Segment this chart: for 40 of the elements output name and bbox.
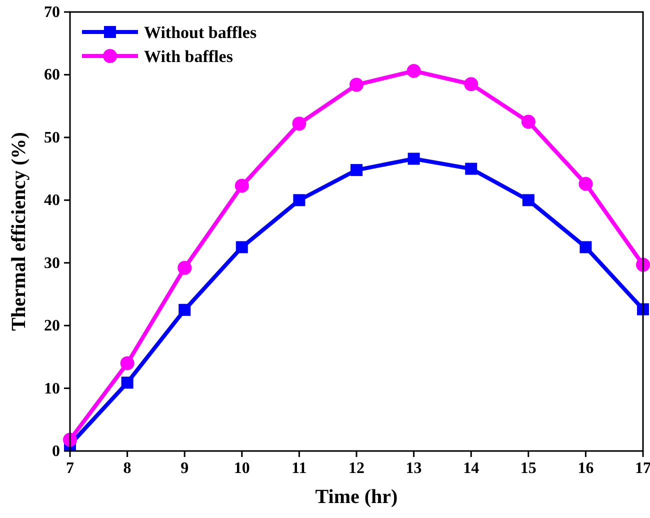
x-tick-label: 16 [578, 460, 594, 477]
legend-label: Without baffles [144, 23, 257, 42]
y-axis-title: Thermal efficiency (%) [8, 132, 30, 331]
point [350, 164, 362, 176]
point [464, 77, 478, 92]
y-tick-label: 0 [52, 443, 60, 460]
point [521, 114, 536, 129]
point [236, 241, 248, 254]
x-tick-label: 7 [66, 460, 74, 477]
point [234, 178, 249, 193]
y-tick-label: 10 [44, 380, 60, 398]
y-tick-label: 40 [44, 192, 60, 210]
point [408, 152, 420, 165]
y-tick-label: 50 [44, 129, 60, 146]
x-tick-label: 14 [463, 460, 480, 477]
point [121, 376, 134, 389]
point [578, 176, 593, 191]
x-tick-label: 13 [406, 460, 422, 477]
point [120, 356, 134, 370]
x-tick-label: 9 [180, 460, 189, 477]
point [406, 64, 421, 78]
point [465, 162, 478, 175]
point [580, 241, 592, 254]
point [522, 194, 534, 206]
point [292, 116, 306, 131]
y-tick-label: 70 [44, 4, 60, 21]
y-tick-label: 30 [44, 254, 60, 272]
point [350, 78, 364, 92]
x-tick-label: 11 [292, 460, 307, 477]
x-tick-label: 8 [123, 460, 132, 477]
legend-label: With baffles [144, 47, 234, 66]
x-tick-label: 15 [520, 460, 536, 477]
point [178, 304, 191, 316]
x-axis-title: Time (hr) [315, 486, 398, 508]
y-tick-label: 60 [44, 66, 60, 84]
x-tick-label: 12 [348, 460, 364, 477]
point [293, 194, 306, 206]
point [178, 260, 192, 275]
x-tick-label: 10 [234, 460, 250, 477]
y-tick-label: 20 [44, 318, 60, 335]
